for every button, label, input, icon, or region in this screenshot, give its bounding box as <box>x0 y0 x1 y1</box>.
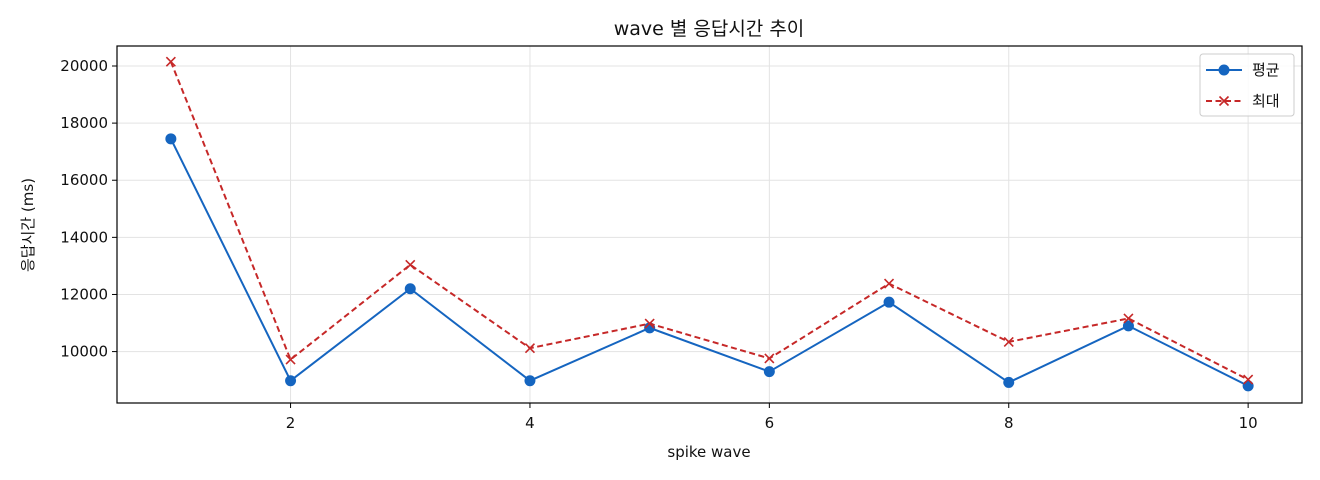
series-2-point <box>883 278 895 289</box>
x-tick-label: 10 <box>1239 414 1258 432</box>
series-2 <box>165 56 1254 385</box>
plot-area <box>116 45 1303 404</box>
series-1-point <box>763 366 775 378</box>
series-2-point <box>285 354 296 365</box>
series-1-line <box>169 138 1249 387</box>
chart-title: wave 별 응답시간 추이 <box>614 18 805 40</box>
series-1-point <box>165 133 177 145</box>
x-axis-label: spike wave <box>667 443 750 461</box>
x-tick-label: 6 <box>765 414 775 432</box>
y-tick-label: 20000 <box>60 57 108 75</box>
legend-entry-1: 평균 <box>1206 61 1280 79</box>
x-tick-label: 8 <box>1004 414 1014 432</box>
series-layer <box>165 56 1254 392</box>
series-2-line <box>169 61 1249 381</box>
y-tick-label: 18000 <box>60 114 108 132</box>
y-tick-label: 14000 <box>60 228 108 246</box>
series-2-point <box>405 259 416 270</box>
series-1-point <box>883 296 895 308</box>
series-2-point <box>644 318 655 329</box>
series-1 <box>165 133 1254 392</box>
series-1-point <box>1242 380 1254 392</box>
series-1-point <box>524 375 536 387</box>
legend-frame <box>1199 53 1295 117</box>
grid-lines <box>117 46 1302 403</box>
x-tick-label: 4 <box>525 414 535 432</box>
legend-swatch-marker <box>1218 64 1230 76</box>
series-2-point <box>1003 336 1014 347</box>
y-tick-label: 10000 <box>60 343 108 361</box>
series-2-point <box>1123 313 1134 324</box>
series-1-point <box>404 283 416 295</box>
x-tick-label: 2 <box>286 414 296 432</box>
series-2-point <box>524 343 536 354</box>
y-tick-label: 12000 <box>60 285 108 303</box>
series-2-point <box>764 353 775 364</box>
series-1-point <box>1003 376 1015 388</box>
y-tick-label: 16000 <box>60 171 108 189</box>
legend-label: 최대 <box>1252 92 1280 110</box>
series-1-point <box>285 375 297 387</box>
legend-swatch-marker <box>1218 95 1230 107</box>
y-axis-label: 응답시간 (ms) <box>19 178 37 272</box>
series-2-point <box>1243 374 1254 385</box>
legend-entry-2: 최대 <box>1206 92 1280 110</box>
series-1-point <box>1122 320 1134 332</box>
legend-label: 평균 <box>1252 61 1280 79</box>
series-2-point <box>165 56 176 67</box>
axis-ticks: 2 4 6 8 10 10000 12000 14000 16000 18000 20000 <box>60 57 1257 432</box>
